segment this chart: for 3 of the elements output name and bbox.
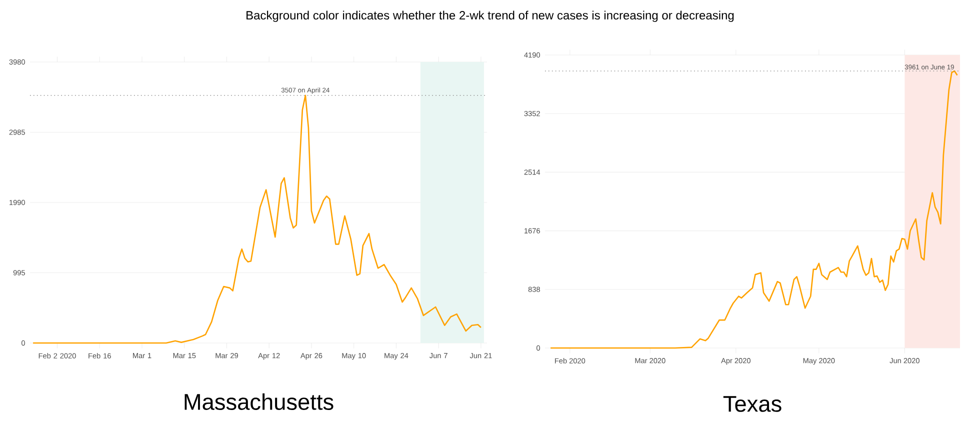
x-axis-title: Texas [723, 396, 782, 412]
chart-title: Background color indicates whether the 2-wk trend of new cases is increasing or decreasing [246, 10, 734, 22]
x-axis-title: Massachusetts [184, 393, 334, 410]
